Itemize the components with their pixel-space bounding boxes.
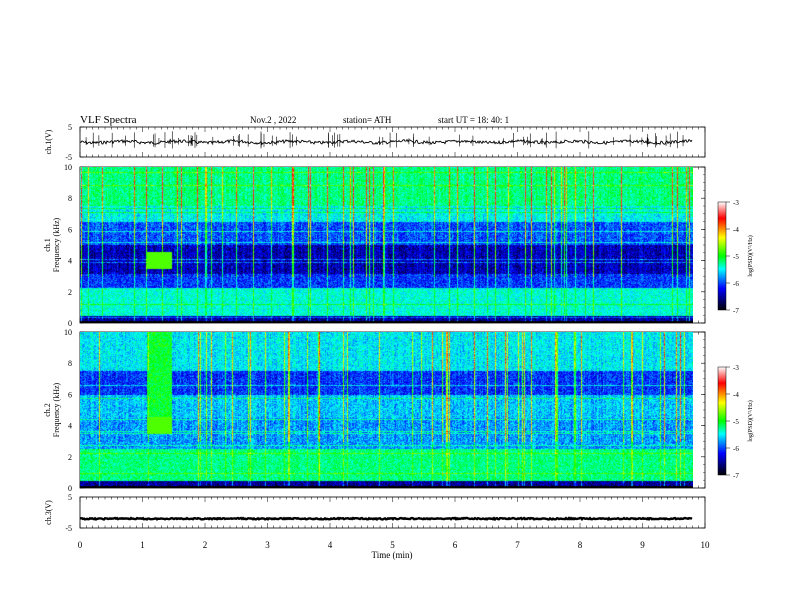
x-tick-label: 7 <box>515 540 520 550</box>
colorbar-tick-label: -5 <box>733 253 739 261</box>
colorbar-tick-label: -6 <box>733 280 739 288</box>
y-tick-label: 0 <box>68 484 72 493</box>
figure-title: VLF Spectra <box>80 114 137 126</box>
colorbar-label: log(PSD)(V²/Hz) <box>747 400 754 441</box>
colorbar-label: log(PSD)(V²/Hz) <box>747 235 754 276</box>
x-tick-label: 4 <box>328 540 333 550</box>
x-tick-label: 9 <box>640 540 645 550</box>
frequency-axis-label: Frequency (kHz) <box>52 382 61 437</box>
y-tick-label: 8 <box>68 359 72 368</box>
x-tick-label: 5 <box>390 540 395 550</box>
x-tick-label: 8 <box>578 540 583 550</box>
colorbar-tick-label: -5 <box>733 418 739 426</box>
x-axis-label: Time (min) <box>372 550 413 560</box>
x-tick-label: 0 <box>78 540 83 550</box>
y-tick-label: 10 <box>64 328 72 337</box>
x-tick-label: 1 <box>140 540 145 550</box>
y-tick-label: 6 <box>68 390 72 399</box>
start-time-label: start UT = 18: 40: 1 <box>438 115 509 125</box>
ch1-spectrogram-heatmap <box>80 167 693 323</box>
voltage-axis-label: ch.1(V) <box>44 129 53 154</box>
date-label: Nov.2 , 2022 <box>250 115 296 125</box>
x-tick-label: 3 <box>265 540 270 550</box>
colorbar-tick-label: -3 <box>733 364 739 372</box>
colorbar-tick-label: -7 <box>733 307 739 315</box>
ch2-spectrogram-heatmap <box>80 332 693 488</box>
waveform-trace-0 <box>79 138 693 146</box>
ch2-spectrogram-area <box>80 332 693 488</box>
y-tick-label: 4 <box>68 257 72 266</box>
waveform-trace-3 <box>79 516 693 522</box>
x-tick-label: 10 <box>701 540 711 550</box>
panel-channel-label: ch.2 <box>43 403 52 417</box>
colorbar-ch1 <box>717 201 727 311</box>
x-tick-label: 2 <box>203 540 208 550</box>
x-tick-label: 6 <box>453 540 458 550</box>
colorbar-ch2 <box>717 366 727 476</box>
colorbar-tick-label: -7 <box>733 472 739 480</box>
colorbar-tick-label: -6 <box>733 445 739 453</box>
y-tick-label: -5 <box>65 524 72 533</box>
y-tick-label: -5 <box>65 153 72 162</box>
colorbar-tick-label: -4 <box>733 391 739 399</box>
frequency-axis-label: Frequency (kHz) <box>52 217 61 272</box>
y-tick-label: 10 <box>64 163 72 172</box>
colorbar-tick-label: -3 <box>733 199 739 207</box>
ch1-spectrogram-area <box>80 167 693 323</box>
y-tick-label: 5 <box>68 123 72 132</box>
y-tick-label: 5 <box>68 493 72 502</box>
y-tick-label: 8 <box>68 194 72 203</box>
y-tick-label: 0 <box>68 319 72 328</box>
y-tick-label: 4 <box>68 422 72 431</box>
y-tick-label: 6 <box>68 225 72 234</box>
colorbar-tick-label: -4 <box>733 226 739 234</box>
y-tick-label: 2 <box>68 288 72 297</box>
station-label: station= ATH <box>343 115 392 125</box>
panel-channel-label: ch.1 <box>43 238 52 252</box>
y-tick-label: 2 <box>68 453 72 462</box>
voltage-axis-label: ch.3(V) <box>44 500 53 525</box>
